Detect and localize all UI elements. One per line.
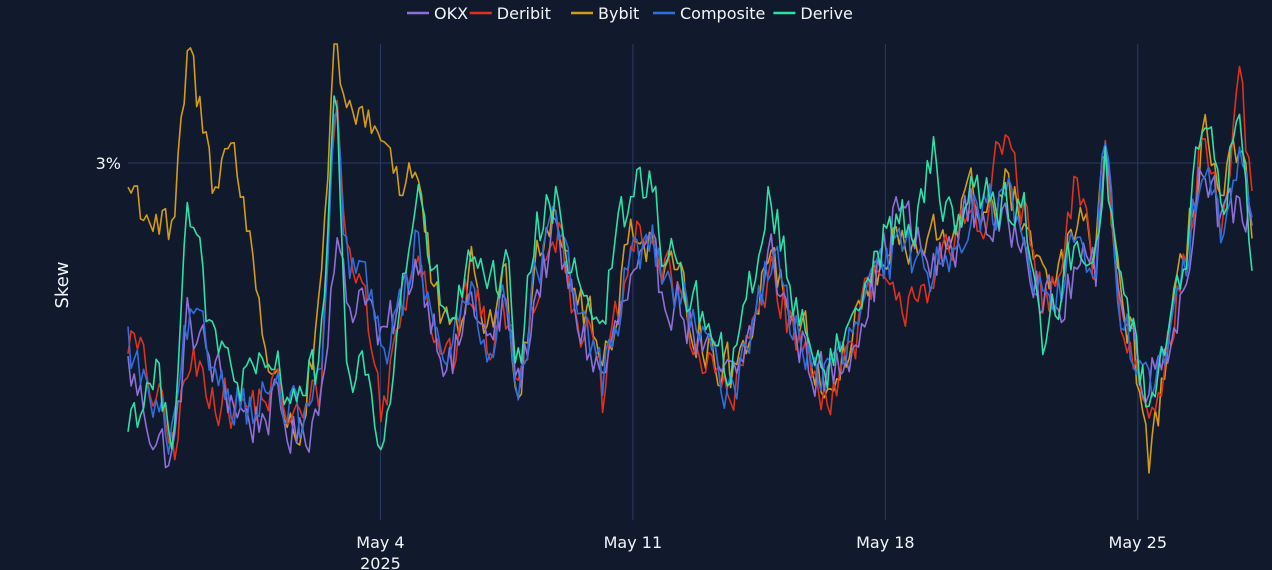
x-tick-sublabel: 2025 [360, 554, 401, 570]
series-line-okx[interactable] [127, 142, 1253, 469]
legend-label: OKX [434, 4, 468, 23]
legend-item-okx[interactable]: OKX [407, 4, 468, 23]
legend-item-bybit[interactable]: Bybit [571, 4, 639, 23]
series-line-derive[interactable] [127, 95, 1253, 451]
legend-label: Bybit [598, 4, 639, 23]
y-tick-label: 3% [96, 154, 121, 173]
legend-item-deribit[interactable]: Deribit [469, 4, 551, 23]
x-tick-label: May 11 [604, 533, 663, 552]
series-line-bybit[interactable] [127, 43, 1253, 474]
y-axis-ticks: 3% [96, 154, 121, 173]
legend-item-composite[interactable]: Composite [653, 4, 765, 23]
legend-label: Derive [800, 4, 853, 23]
legend-label: Composite [680, 4, 765, 23]
legend[interactable]: OKX Deribit Bybit Composite Derive [407, 4, 853, 23]
y-axis-title: Skew [52, 261, 73, 308]
legend-label: Deribit [497, 4, 551, 23]
x-axis-ticks: May 4 2025 May 11 May 18 May 25 [356, 533, 1167, 570]
x-tick-label: May 25 [1109, 533, 1168, 552]
x-tick-label: May 4 [356, 533, 404, 552]
series-lines [127, 43, 1253, 474]
gridlines [128, 44, 1252, 520]
legend-item-derive[interactable]: Derive [773, 4, 853, 23]
x-tick-label: May 18 [856, 533, 915, 552]
